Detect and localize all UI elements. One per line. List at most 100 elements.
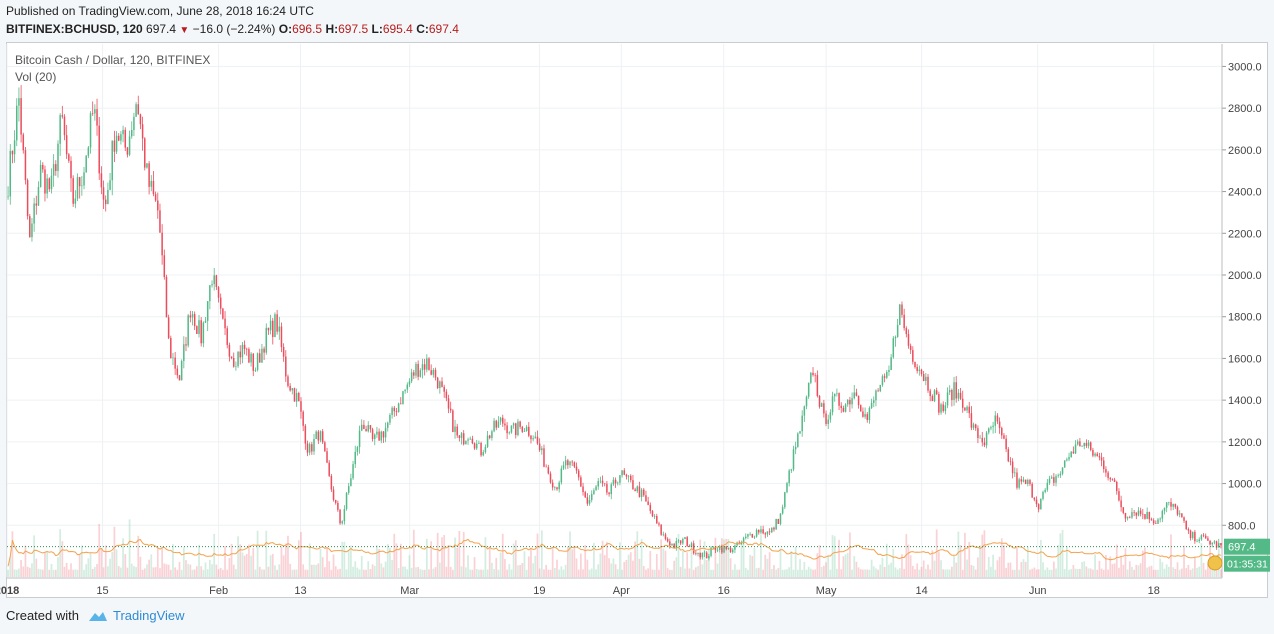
candle-body xyxy=(788,470,790,484)
candle-body xyxy=(662,534,665,536)
volume-bar xyxy=(814,569,817,577)
candle-body xyxy=(1011,461,1014,474)
candle-body xyxy=(1024,479,1027,484)
volume-bar xyxy=(1013,569,1016,577)
candle-body xyxy=(63,116,66,136)
volume-bar xyxy=(768,552,771,577)
volume-bar xyxy=(228,557,231,577)
candle-body xyxy=(1135,512,1138,516)
volume-bar xyxy=(942,569,945,577)
volume-bar xyxy=(163,563,166,577)
volume-bar xyxy=(332,554,335,577)
candle-body xyxy=(78,177,81,187)
volume-bar xyxy=(1187,564,1190,577)
candle-body xyxy=(13,140,16,155)
volume-bar xyxy=(37,568,40,577)
tradingview-link[interactable]: TradingView xyxy=(87,608,185,623)
volume-bar xyxy=(1211,569,1214,577)
close-value: 697.4 xyxy=(428,22,459,36)
volume-bar xyxy=(801,569,804,577)
volume-bar xyxy=(263,569,265,577)
volume-bar xyxy=(397,568,400,577)
candle-body xyxy=(16,105,18,141)
volume-bar xyxy=(740,542,743,577)
volume-bar xyxy=(543,569,545,577)
candle-body xyxy=(263,348,265,353)
candle-body xyxy=(193,314,196,327)
volume-bar xyxy=(96,564,98,577)
candle-body xyxy=(410,372,413,382)
volume-bar xyxy=(1118,567,1120,577)
volume-bar xyxy=(855,561,858,577)
candle-body xyxy=(102,187,105,200)
candle-body xyxy=(1194,531,1196,542)
volume-bar xyxy=(72,569,75,577)
candle-body xyxy=(267,327,270,331)
candle-body xyxy=(83,172,85,186)
volume-bar xyxy=(271,553,274,577)
candle-body xyxy=(380,431,383,441)
volume-bar xyxy=(712,569,715,577)
candle-body xyxy=(966,406,968,411)
candle-body xyxy=(81,185,83,187)
volume-bar xyxy=(488,546,491,577)
candle-body xyxy=(395,411,398,413)
volume-bar xyxy=(508,564,511,577)
candle-body xyxy=(912,350,914,362)
candle-body xyxy=(894,336,897,339)
candle-body xyxy=(52,164,55,176)
volume-bar xyxy=(1124,548,1127,577)
candle-body xyxy=(1157,519,1159,524)
volume-bar xyxy=(820,566,823,577)
candle-body xyxy=(24,150,27,181)
candle-body xyxy=(846,399,849,405)
symbol-bar: BITFINEX:BCHUSD, 120 697.4 ▼ −16.0 (−2.2… xyxy=(6,22,459,36)
volume-bar xyxy=(63,566,66,577)
volume-bar xyxy=(195,566,198,577)
candle-body xyxy=(560,468,563,483)
volume-bar xyxy=(816,553,819,577)
volume-bar xyxy=(54,569,57,577)
candle-body xyxy=(159,210,161,233)
candle-body xyxy=(779,513,782,524)
candle-body xyxy=(616,482,619,484)
volume-bar xyxy=(777,568,780,577)
candle-body xyxy=(44,169,46,194)
volume-bar xyxy=(438,562,441,577)
chart-frame[interactable] xyxy=(6,42,1268,598)
candle-body xyxy=(196,326,198,334)
volume-bar xyxy=(1146,567,1149,577)
volume-bar xyxy=(399,543,402,577)
candle-body xyxy=(571,461,573,463)
candle-body xyxy=(404,389,406,392)
candle-body xyxy=(467,439,469,441)
volume-bar xyxy=(673,560,676,577)
candle-body xyxy=(697,552,699,554)
candle-body xyxy=(1022,479,1025,482)
candle-body xyxy=(1042,491,1044,499)
volume-bar xyxy=(831,535,834,577)
volume-bar xyxy=(350,545,352,577)
candle-body xyxy=(1003,435,1005,439)
candle-body xyxy=(1187,529,1190,531)
volume-bar xyxy=(369,569,372,577)
volume-bar xyxy=(302,564,305,577)
y-tick-label: 3000.0 xyxy=(1228,61,1262,73)
volume-bar xyxy=(779,548,782,577)
volume-bar xyxy=(972,565,975,577)
volume-bar xyxy=(577,569,580,577)
volume-bar xyxy=(191,569,194,577)
candle-body xyxy=(838,393,840,406)
candle-body xyxy=(222,308,224,319)
candle-body xyxy=(295,392,298,402)
volume-bar xyxy=(154,567,157,577)
volume-bar xyxy=(714,537,717,577)
volume-bar xyxy=(896,569,899,577)
candle-body xyxy=(248,349,250,363)
candle-body xyxy=(1124,512,1127,519)
candle-body xyxy=(408,381,411,385)
candle-body xyxy=(972,424,975,428)
volume-bar xyxy=(760,534,762,577)
volume-bar xyxy=(156,547,159,577)
